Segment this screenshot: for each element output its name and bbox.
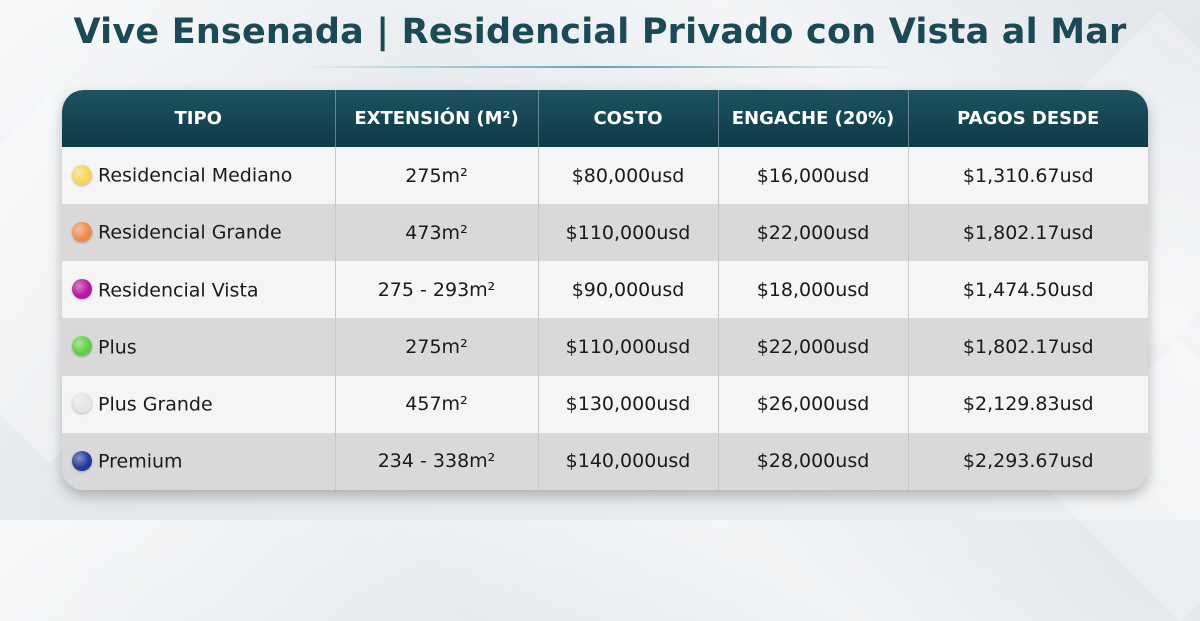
tipo-label: Premium: [98, 450, 183, 473]
color-dot-icon: [72, 393, 92, 414]
cell-extension: 473m²: [335, 204, 539, 262]
color-dot-icon: [72, 450, 92, 471]
table-header-row: TIPO EXTENSIÓN (M²) COSTO ENGACHE (20%) …: [62, 90, 1148, 147]
cell-enganche: $26,000usd: [718, 375, 909, 433]
cell-pagos: $1,802.17usd: [962, 221, 1094, 244]
table-row: Residencial Grande 473m² $110,000usd $22…: [62, 204, 1148, 262]
header-enganche: ENGACHE (20%): [718, 90, 909, 147]
cell-pagos: $1,310.67usd: [962, 164, 1094, 187]
cell-extension: 275 - 293m²: [335, 261, 539, 319]
cell-costo: $90,000usd: [538, 261, 719, 319]
cell-extension: 457m²: [335, 375, 539, 433]
tipo-label: Plus: [98, 336, 137, 359]
cell-enganche: $22,000usd: [718, 204, 909, 262]
cell-enganche: $18,000usd: [718, 261, 909, 319]
cell-costo: $80,000usd: [538, 147, 719, 205]
color-dot-icon: [72, 336, 92, 357]
cell-pagos: $1,802.17usd: [962, 336, 1094, 359]
cell-enganche: $22,000usd: [718, 318, 909, 376]
cell-extension: 234 - 338m²: [335, 432, 539, 490]
header-costo: COSTO: [538, 90, 719, 147]
table-row: Premium 234 - 338m² $140,000usd $28,000u…: [62, 432, 1148, 490]
cell-tipo: Residencial Mediano: [62, 147, 336, 205]
cell-extension: 275m²: [335, 318, 539, 376]
table-row: Residencial Mediano 275m² $80,000usd $16…: [62, 147, 1148, 205]
cell-enganche: $16,000usd: [718, 147, 909, 205]
cell-tipo: Plus: [62, 318, 336, 376]
cell-extension: 275m²: [335, 147, 539, 205]
cell-tipo: Residencial Vista: [62, 261, 336, 319]
color-dot-icon: [72, 279, 92, 300]
table-row: Plus Grande 457m² $130,000usd $26,000usd…: [62, 375, 1148, 433]
title-underline: [300, 66, 900, 68]
cell-tipo: Residencial Grande: [62, 204, 336, 262]
cell-costo: $130,000usd: [538, 375, 719, 433]
cell-costo: $110,000usd: [538, 318, 719, 376]
tipo-label: Plus Grande: [98, 393, 213, 416]
cell-pagos: $1,474.50usd: [962, 278, 1094, 301]
tipo-label: Residencial Vista: [98, 279, 259, 302]
tipo-label: Residencial Grande: [98, 221, 282, 244]
cell-enganche: $28,000usd: [718, 432, 909, 490]
pricing-table-container: TIPO EXTENSIÓN (M²) COSTO ENGACHE (20%) …: [62, 90, 1148, 490]
table-row: Plus 275m² $110,000usd $22,000usd $1,802…: [62, 318, 1148, 376]
table-row: Residencial Vista 275 - 293m² $90,000usd…: [62, 261, 1148, 319]
pricing-table: TIPO EXTENSIÓN (M²) COSTO ENGACHE (20%) …: [62, 90, 1148, 490]
cell-pagos: $2,293.67usd: [962, 450, 1094, 473]
color-dot-icon: [72, 164, 92, 185]
cell-pagos: $2,129.83usd: [962, 393, 1094, 416]
cell-costo: $140,000usd: [538, 432, 719, 490]
page-title: Vive Ensenada | Residencial Privado con …: [73, 12, 1127, 52]
cell-tipo: Premium: [62, 432, 336, 490]
header-extension: EXTENSIÓN (M²): [335, 90, 539, 147]
header-pagos-desde: PAGOS DESDE: [957, 108, 1100, 129]
tipo-label: Residencial Mediano: [98, 164, 293, 187]
cell-tipo: Plus Grande: [62, 375, 336, 433]
header-tipo: TIPO: [62, 90, 336, 147]
color-dot-icon: [72, 221, 92, 242]
cell-costo: $110,000usd: [538, 204, 719, 262]
